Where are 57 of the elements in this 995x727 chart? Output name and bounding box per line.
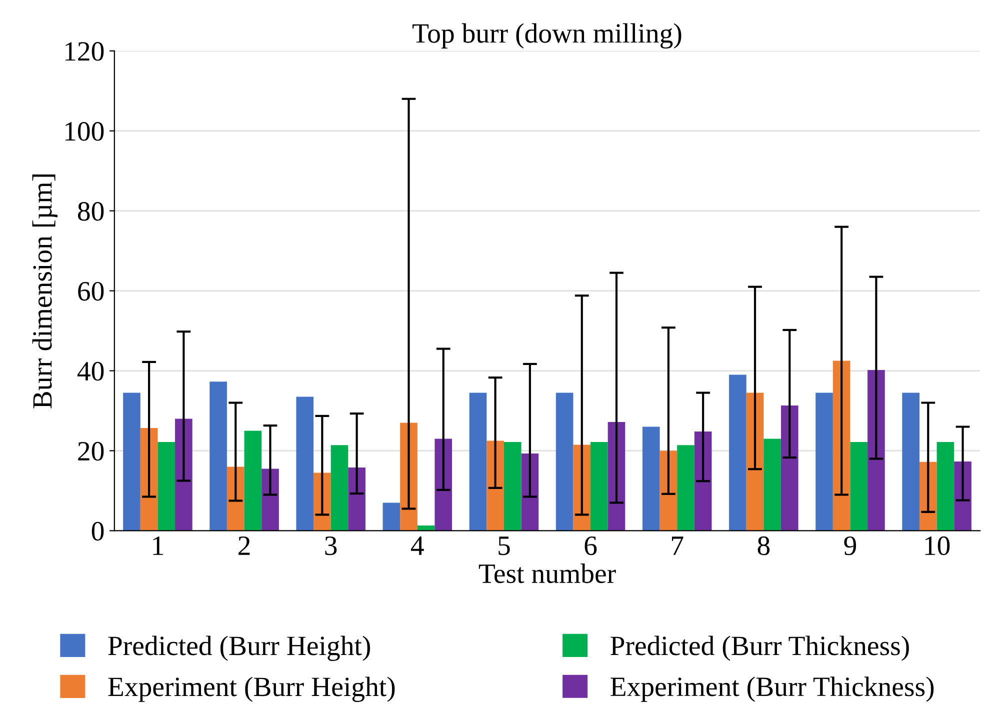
x-tick-label: 8 — [758, 536, 770, 556]
y-tick-label: 100 — [65, 122, 104, 141]
x-tick-label: 2 — [238, 536, 250, 555]
bar — [556, 392, 574, 531]
legend-label: Experiment (Burr Thickness) — [610, 676, 934, 702]
x-tick-label: 4 — [411, 536, 424, 555]
y-tick-label: 20 — [78, 442, 104, 461]
x-axis-title: Test number — [478, 564, 616, 584]
bar — [210, 382, 227, 531]
x-tick-label: 6 — [584, 536, 597, 556]
y-tick-label: 80 — [78, 202, 104, 221]
bar — [850, 442, 868, 531]
bar — [244, 430, 262, 531]
bar — [382, 502, 400, 531]
x-tick-label: 9 — [844, 536, 856, 556]
bar — [158, 442, 176, 531]
bar — [902, 392, 920, 531]
bar — [868, 370, 885, 531]
legend-label: Predicted (Burr Height) — [108, 636, 370, 662]
bar — [694, 432, 712, 531]
bar — [521, 454, 539, 531]
y-axis-title: Burr dimension [µm] — [32, 174, 58, 408]
bar — [780, 406, 798, 531]
y-tick-label: 40 — [77, 362, 104, 381]
bar — [348, 468, 366, 531]
bar — [642, 426, 660, 531]
x-tick-label: 7 — [672, 536, 684, 555]
bar — [469, 392, 487, 531]
bar — [954, 462, 972, 531]
legend-label: Experiment (Burr Height) — [108, 676, 395, 702]
bar — [660, 450, 678, 531]
bar — [434, 438, 452, 531]
bar — [486, 440, 504, 531]
bar — [677, 445, 694, 531]
bar — [330, 445, 348, 531]
bar — [296, 396, 314, 531]
bar — [123, 392, 140, 531]
bar — [175, 418, 192, 531]
y-tick-label: 0 — [92, 522, 104, 541]
bar — [504, 442, 522, 531]
legend-label: Predicted (Burr Thickness) — [610, 636, 909, 661]
bar — [746, 392, 764, 531]
x-tick-label: 1 — [153, 536, 163, 555]
bar — [262, 468, 279, 531]
bar — [816, 392, 833, 531]
y-tick-label: 60 — [78, 282, 104, 301]
x-tick-label: 5 — [498, 536, 510, 556]
chart-title: Top burr (down milling) — [412, 23, 682, 49]
x-tick-label: 10 — [925, 536, 950, 556]
x-tick-label: 3 — [325, 536, 337, 556]
bar — [226, 466, 244, 531]
bar — [729, 374, 746, 531]
bar — [764, 438, 781, 531]
y-tick-label: 120 — [65, 42, 104, 61]
bar — [140, 428, 158, 531]
bar — [590, 442, 608, 531]
bar — [936, 442, 954, 531]
